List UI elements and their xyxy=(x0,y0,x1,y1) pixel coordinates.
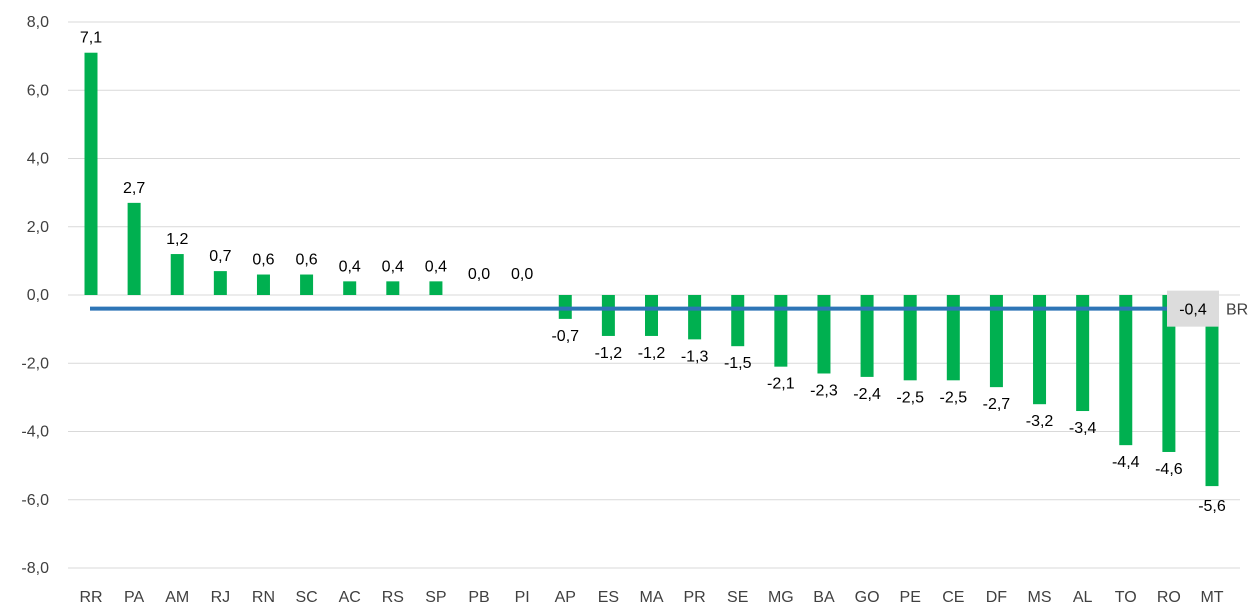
x-tick-label: PE xyxy=(900,589,921,606)
bar-ac xyxy=(343,281,357,295)
bar-sc xyxy=(300,274,314,295)
x-tick-label: RO xyxy=(1157,589,1181,606)
bar-sp xyxy=(429,281,443,295)
data-label: -3,2 xyxy=(1026,413,1054,430)
bar-al xyxy=(1076,295,1090,412)
x-tick-label: AP xyxy=(555,589,576,606)
data-label: 0,0 xyxy=(511,266,533,283)
data-label: -2,4 xyxy=(853,386,881,403)
y-tick-label: 0,0 xyxy=(27,287,49,304)
data-label: 2,7 xyxy=(123,180,145,197)
data-label: -1,3 xyxy=(681,348,709,365)
y-axis-ticks: 8,0 6,0 4,0 2,0 0,0 -2,0 -4,0 -6,0 -8,0 xyxy=(21,14,49,577)
reference-line-label: BR xyxy=(1226,302,1248,319)
bar-go xyxy=(860,295,874,377)
x-tick-label: RJ xyxy=(211,589,231,606)
data-label: -2,7 xyxy=(983,396,1011,413)
x-tick-label: PB xyxy=(468,589,489,606)
bar-rj xyxy=(213,271,227,295)
y-tick-label: 8,0 xyxy=(27,14,49,31)
data-label: -5,6 xyxy=(1198,498,1226,515)
x-tick-label: AC xyxy=(339,589,361,606)
bar-ms xyxy=(1033,295,1047,405)
bar-pa xyxy=(127,202,141,295)
data-label: 0,6 xyxy=(252,252,274,269)
bar-mt xyxy=(1205,295,1219,487)
x-tick-label: PA xyxy=(124,589,144,606)
x-tick-label: MA xyxy=(640,589,664,606)
x-tick-label: GO xyxy=(855,589,880,606)
x-tick-label: BA xyxy=(813,589,835,606)
data-label: 0,7 xyxy=(209,248,231,265)
data-label: -2,3 xyxy=(810,382,838,399)
data-label: 0,0 xyxy=(468,266,490,283)
y-tick-label: 6,0 xyxy=(27,82,49,99)
x-tick-label: SC xyxy=(295,589,317,606)
data-label: -2,5 xyxy=(940,389,968,406)
bar-ma xyxy=(645,295,658,336)
bar-to xyxy=(1119,295,1133,446)
x-tick-label: DF xyxy=(986,589,1008,606)
x-tick-label: MT xyxy=(1200,589,1223,606)
bar-rn xyxy=(256,274,270,295)
x-tick-label: RS xyxy=(382,589,404,606)
y-tick-label: -8,0 xyxy=(21,560,49,577)
bar-ba xyxy=(817,295,831,374)
y-tick-label: -6,0 xyxy=(21,492,49,509)
x-tick-label: RR xyxy=(79,589,102,606)
data-label: -2,5 xyxy=(896,389,924,406)
x-tick-label: SP xyxy=(425,589,446,606)
x-tick-label: MG xyxy=(768,589,794,606)
reference-value-box xyxy=(1167,290,1219,327)
x-tick-label: AL xyxy=(1073,589,1093,606)
data-label: -3,4 xyxy=(1069,420,1097,437)
data-label: -2,1 xyxy=(767,376,795,393)
data-label: -4,6 xyxy=(1155,461,1183,478)
x-axis-ticks: RR PA AM RJ RN SC AC RS SP PB PI AP ES MA PR SE MG BA GO PE… xyxy=(79,589,1223,606)
data-label: 0,6 xyxy=(295,252,317,269)
x-tick-label: TO xyxy=(1115,589,1137,606)
reference-value-label: -0,4 xyxy=(1179,302,1207,319)
x-tick-label: ES xyxy=(598,589,619,606)
x-tick-label: RN xyxy=(252,589,275,606)
y-tick-label: -2,0 xyxy=(21,355,49,372)
x-tick-label: PR xyxy=(683,589,705,606)
data-label: -1,2 xyxy=(638,345,666,362)
data-label: 7,1 xyxy=(80,30,102,47)
x-tick-label: SE xyxy=(727,589,748,606)
data-label: -0,7 xyxy=(551,328,579,345)
bar-ro xyxy=(1162,295,1176,452)
data-labels: 7,1 2,7 1,2 0,7 0,6 0,6 0,4 0,4 0,4 0,0 0,0 -0,7 -1,… xyxy=(80,30,1226,515)
data-label: 1,2 xyxy=(166,231,188,248)
bar-rs xyxy=(386,281,400,295)
bar-mg xyxy=(774,295,788,367)
y-tick-label: 4,0 xyxy=(27,151,49,168)
data-label: 0,4 xyxy=(339,258,361,275)
x-tick-label: AM xyxy=(165,589,189,606)
bars xyxy=(84,52,1219,487)
y-tick-label: -4,0 xyxy=(21,424,49,441)
reference-line-group: -0,4 BR xyxy=(90,290,1248,327)
bar-am xyxy=(170,254,184,295)
data-label: -1,5 xyxy=(724,355,752,372)
bar-ce xyxy=(946,295,960,381)
x-tick-label: MS xyxy=(1028,589,1052,606)
bar-es xyxy=(601,295,615,336)
bar-se xyxy=(731,295,745,347)
data-label: -4,4 xyxy=(1112,454,1140,471)
bar-rr xyxy=(84,52,98,296)
x-tick-label: PI xyxy=(515,589,530,606)
data-label: 0,4 xyxy=(425,258,447,275)
bar-df xyxy=(989,295,1003,388)
x-tick-label: CE xyxy=(942,589,964,606)
data-label: -1,2 xyxy=(595,345,623,362)
bar-pe xyxy=(903,295,917,381)
data-label: 0,4 xyxy=(382,258,404,275)
y-tick-label: 2,0 xyxy=(27,219,49,236)
bar-pr xyxy=(688,295,702,340)
